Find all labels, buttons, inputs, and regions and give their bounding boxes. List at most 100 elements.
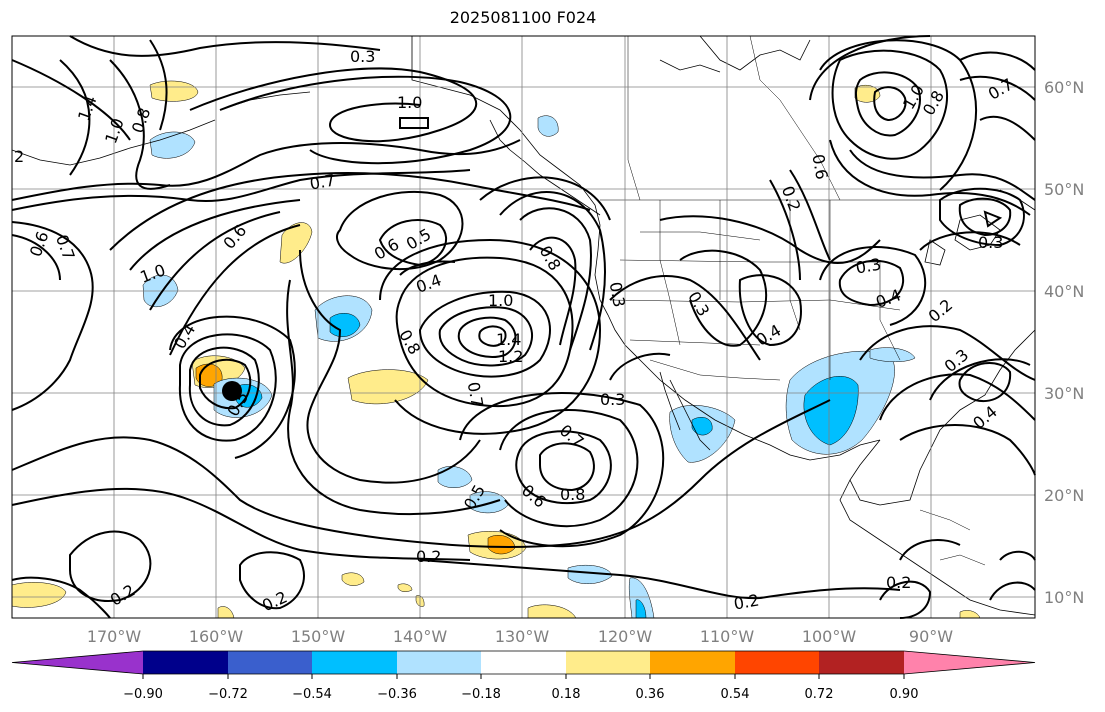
colorbar-swatch: [312, 651, 397, 674]
shade-patch: [691, 417, 713, 436]
colorbar-swatch: [566, 651, 650, 674]
contour-line: [169, 224, 301, 356]
coastline: [489, 119, 601, 216]
contour-line: [809, 35, 931, 101]
contour-line: [286, 279, 501, 516]
contour-line: [379, 238, 602, 435]
lon-label: 100°W: [802, 627, 857, 646]
colorbar-tick-label: −0.36: [377, 687, 417, 702]
contour-line: [69, 530, 152, 602]
contour-line: [539, 442, 595, 492]
contour-line: [959, 51, 1036, 71]
contour-line: [11, 234, 61, 281]
colorbar-tick-label: 0.72: [805, 687, 834, 702]
contour-line: [499, 409, 639, 528]
contour-label: 0.7: [464, 380, 487, 408]
colorbar-swatch: [650, 651, 735, 674]
border-line: [939, 554, 986, 566]
lat-label: 50°N: [1044, 180, 1084, 199]
contour-line: [939, 187, 1025, 247]
shade-patch: [11, 582, 67, 608]
contour-line: [399, 117, 429, 129]
contour-line: [149, 39, 168, 131]
lon-label: 90°W: [909, 627, 953, 646]
contour-line: [769, 179, 801, 281]
contour-line: [879, 580, 932, 619]
contour-label: 0.3: [600, 390, 625, 409]
contour-line: [979, 115, 1036, 141]
coastline: [924, 239, 946, 266]
colorbar-swatch: [12, 651, 143, 674]
colorbar-swatch: [735, 651, 819, 674]
contour-line: [11, 399, 831, 549]
contour-line: [609, 275, 761, 361]
shade-patch: [149, 80, 199, 102]
contour-line: [395, 256, 574, 408]
coastline: [849, 329, 1036, 506]
contour-line: [219, 75, 512, 165]
contour-line: [873, 86, 907, 122]
colorbar-tick-label: −0.90: [123, 687, 163, 702]
contour-line: [879, 373, 1036, 421]
lon-label: 140°W: [393, 627, 448, 646]
coastline: [411, 36, 881, 461]
contour-line: [11, 576, 111, 619]
lat-label: 60°N: [1044, 78, 1084, 97]
contour-line: [478, 325, 507, 347]
contour-line: [999, 550, 1036, 561]
contour-line: [789, 169, 831, 261]
contour-line: [738, 274, 802, 347]
colorbar-ticks: [142, 674, 905, 679]
border-line: [627, 36, 641, 201]
colorbar-swatch: [819, 651, 904, 674]
contour-line: [11, 221, 94, 411]
lat-label: 40°N: [1044, 282, 1084, 301]
contour-line: [199, 358, 252, 410]
coastline: [699, 35, 811, 71]
contour-line: [109, 59, 171, 190]
contour-line: [69, 35, 381, 57]
contour-line: [178, 333, 277, 442]
contour-line: [479, 176, 611, 221]
contour-label: 0.8: [560, 485, 585, 504]
contour-line: [129, 199, 301, 271]
contour-line: [679, 249, 768, 347]
lon-label: 120°W: [598, 627, 653, 646]
coastline-layer: [11, 35, 1036, 616]
shade-patch: [487, 535, 516, 555]
colorbar-tick-label: 0.54: [721, 687, 750, 702]
map-title: 2025081100 F024: [449, 8, 597, 27]
contour-line: [11, 59, 131, 141]
contour-line: [831, 49, 949, 160]
shade-patch: [803, 376, 859, 446]
colorbar-tick-label: −0.18: [461, 687, 501, 702]
border-line: [629, 339, 761, 346]
contour-line: [983, 210, 1003, 228]
lon-label: 110°W: [700, 627, 755, 646]
contour-label: 1.0: [397, 93, 422, 112]
contour-label: 0.2: [416, 547, 441, 566]
contour-line: [819, 39, 978, 191]
contour-line: [659, 215, 881, 265]
coastline: [659, 59, 721, 73]
contour-label: 0.3: [854, 254, 882, 277]
lat-label: 30°N: [1044, 384, 1084, 403]
contour-label: 0.3: [978, 233, 1003, 252]
colorbar-swatch: [143, 651, 228, 674]
contour-line: [299, 249, 481, 484]
colorbar-swatch: [397, 651, 481, 674]
colorbar-swatch: [228, 651, 312, 674]
contour-line: [919, 231, 1021, 251]
colorbar-tick-label: −0.72: [208, 687, 248, 702]
contour-line: [239, 551, 305, 610]
shade-patch: [149, 131, 196, 159]
lat-label: 10°N: [1044, 588, 1084, 607]
contour-line: [819, 246, 927, 326]
contour-label: 1.4: [496, 330, 521, 349]
border-line: [879, 260, 901, 361]
grid-layer: [12, 36, 1035, 618]
contour-label: 1.2: [498, 347, 523, 366]
shade-patch: [347, 369, 429, 405]
colorbar-tick-label: 0.18: [552, 687, 581, 702]
